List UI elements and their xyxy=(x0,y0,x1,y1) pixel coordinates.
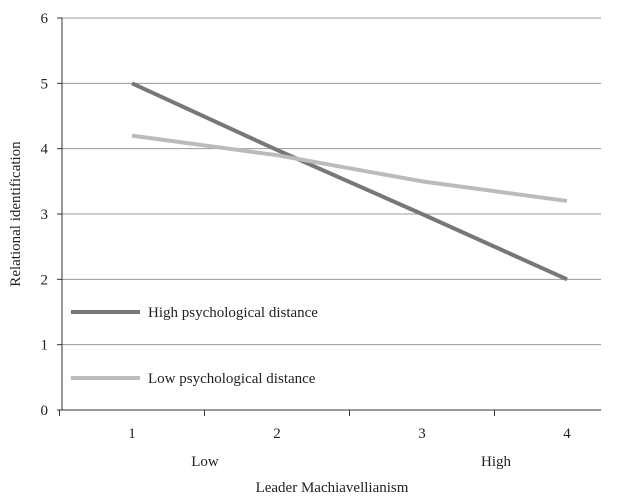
series-line-high-psychological-distance xyxy=(131,81,568,282)
y-axis-title: Relational identification xyxy=(8,141,24,287)
y-tick-label: 1 xyxy=(41,338,49,354)
x-axis-ticks: 1 2 3 4 xyxy=(59,410,571,442)
y-tick-label: 3 xyxy=(41,207,49,223)
x-tick-label: 2 xyxy=(273,426,281,442)
series-lines xyxy=(131,81,568,282)
legend: High psychological distance Low psycholog… xyxy=(71,305,318,387)
y-tick-label: 2 xyxy=(41,272,49,288)
y-axis-ticks: 0 1 2 3 4 5 6 xyxy=(41,11,62,419)
series-line-low-psychological-distance xyxy=(131,133,568,203)
legend-label: High psychological distance xyxy=(148,305,318,321)
x-tick-label: 3 xyxy=(418,426,426,442)
y-tick-label: 6 xyxy=(41,11,49,27)
x-tick-label: 4 xyxy=(563,426,571,442)
x-level-label-high: High xyxy=(481,454,512,470)
y-tick-label: 0 xyxy=(41,403,49,419)
gridlines xyxy=(62,17,601,346)
x-tick-label: 1 xyxy=(128,426,136,442)
x-level-label-low: Low xyxy=(191,454,219,470)
x-axis-title: Leader Machiavellianism xyxy=(256,480,409,496)
legend-label: Low psychological distance xyxy=(148,371,316,387)
y-tick-label: 4 xyxy=(41,142,49,158)
y-tick-label: 5 xyxy=(41,76,49,92)
